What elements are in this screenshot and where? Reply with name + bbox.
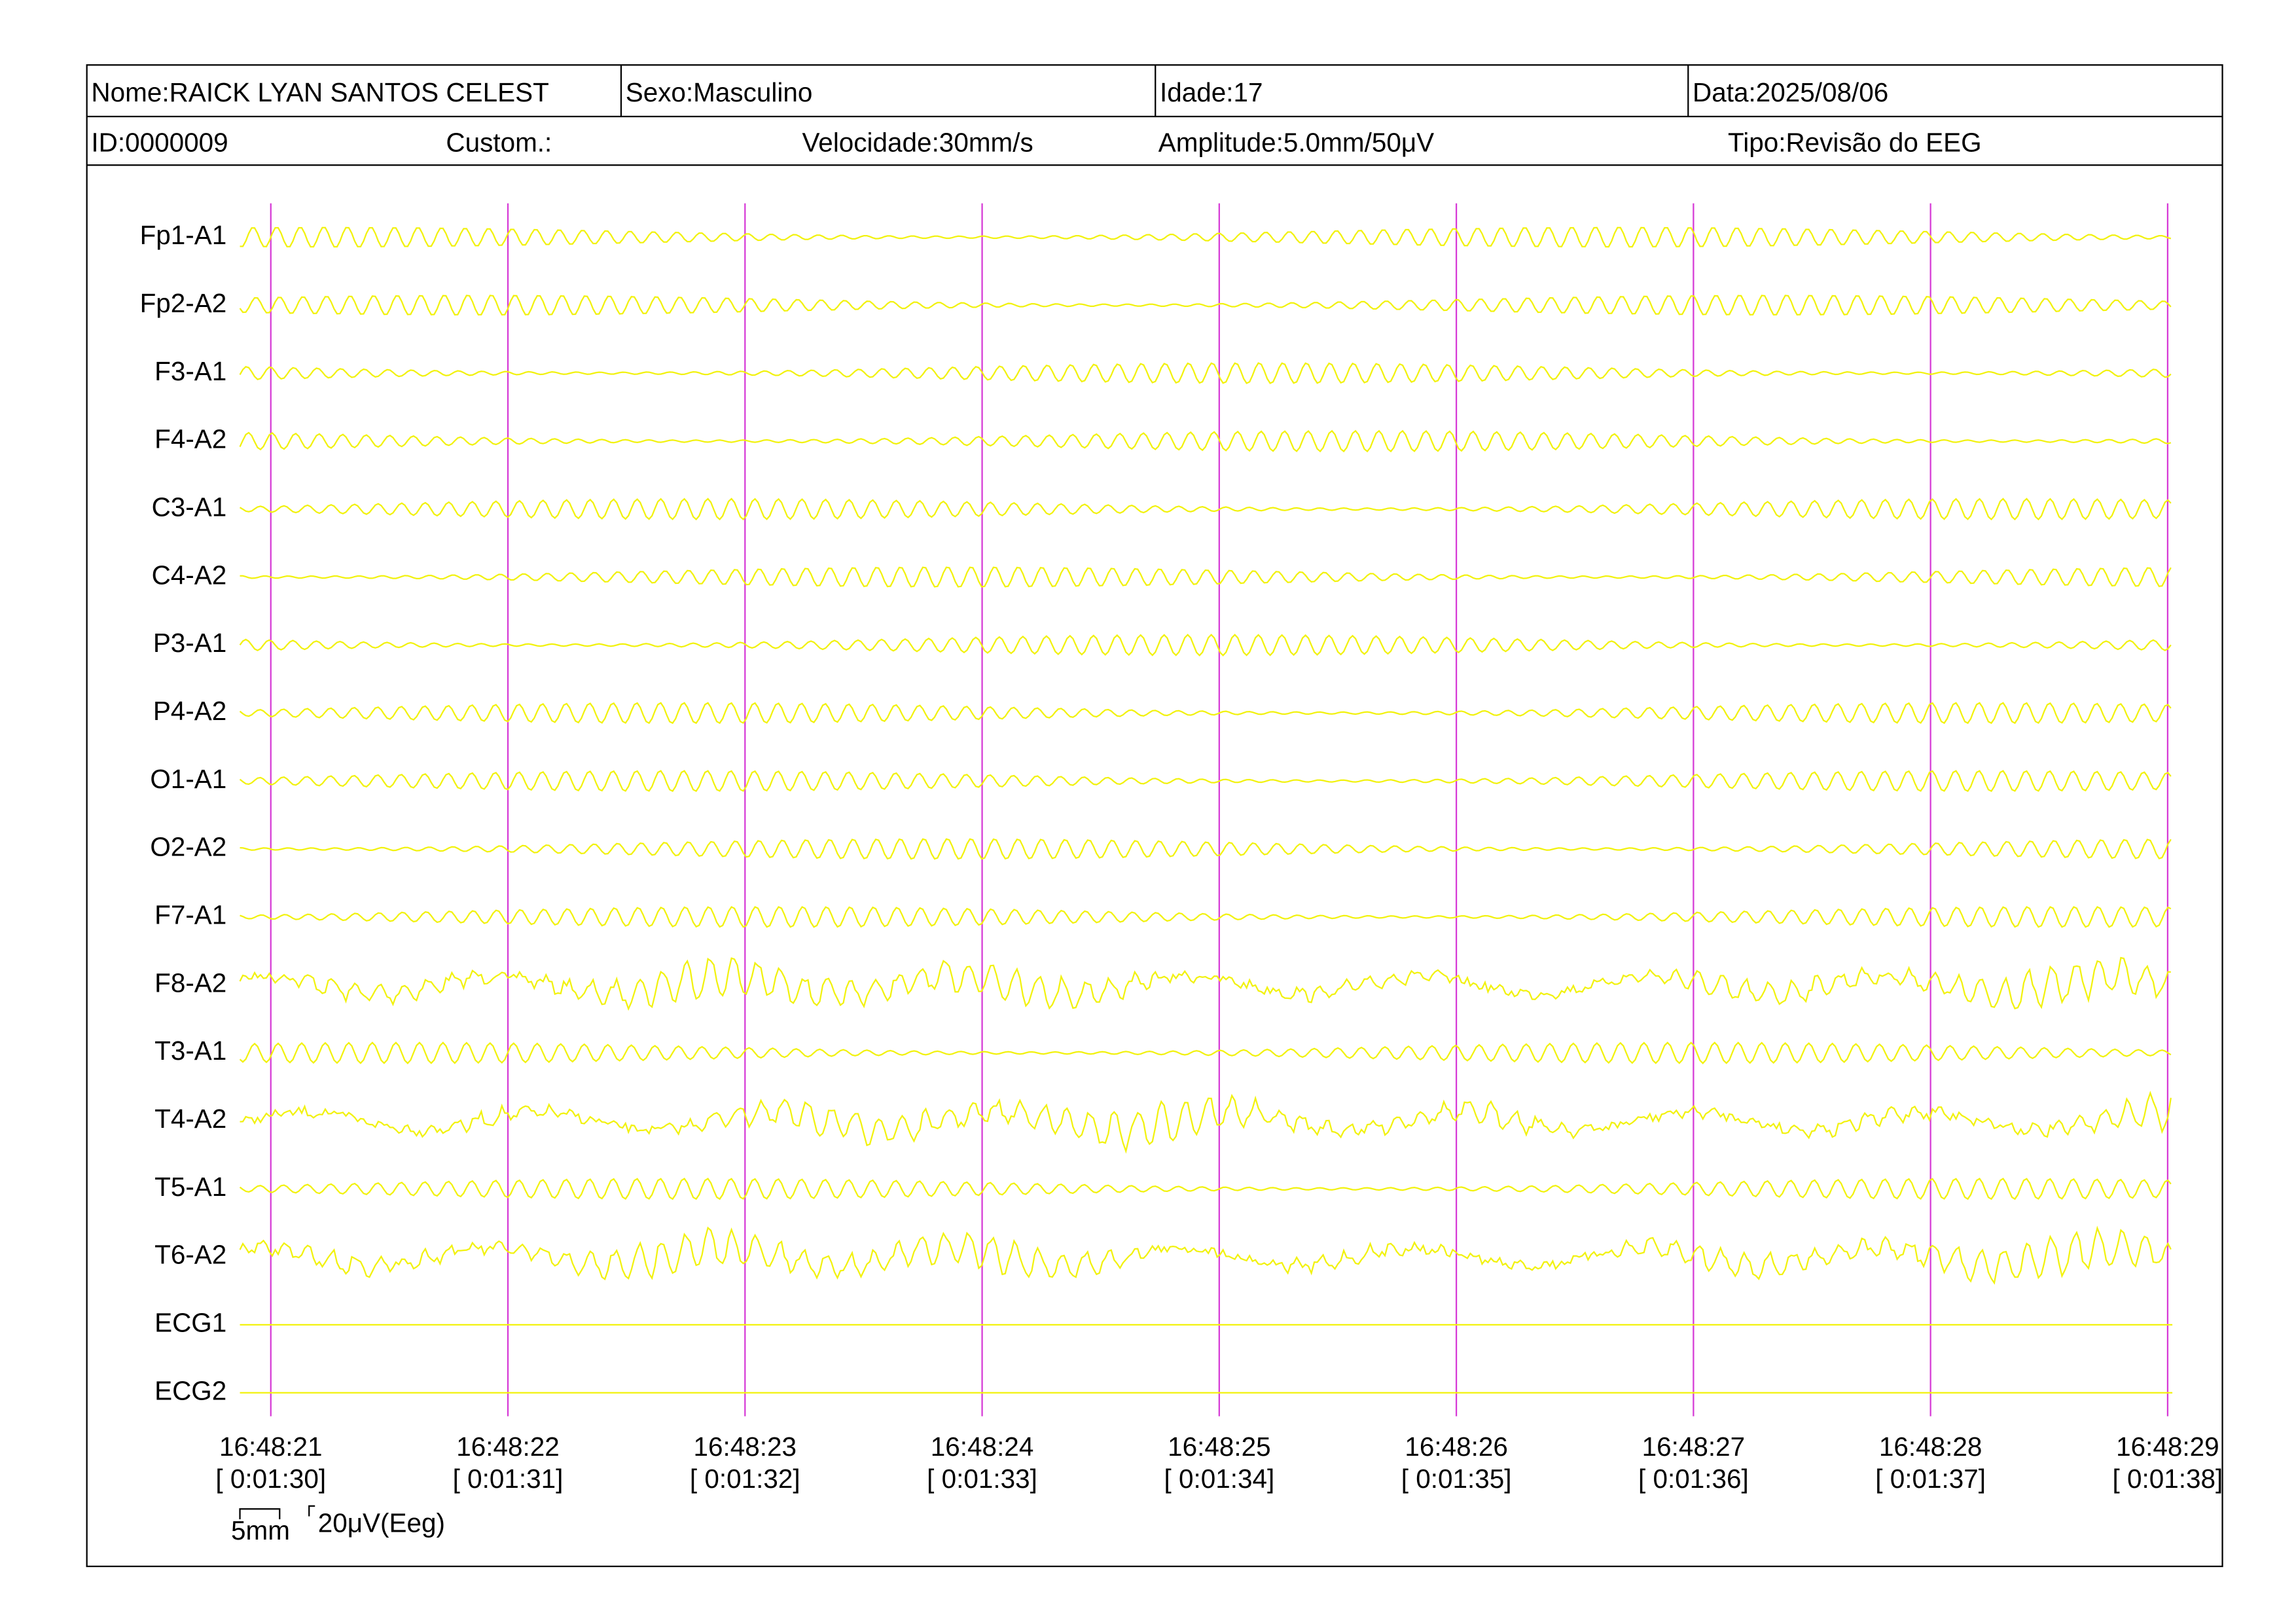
time-elapsed: [ 0:01:30]	[215, 1464, 326, 1494]
channel-label: C4-A2	[152, 560, 227, 590]
channel-label: ECG1	[154, 1308, 226, 1338]
time-clock: 16:48:28	[1879, 1432, 1982, 1462]
eeg-trace	[239, 362, 2172, 384]
time-scale: 5mm	[231, 1515, 290, 1545]
eeg-trace	[240, 566, 2172, 588]
time-elapsed: [ 0:01:32]	[690, 1464, 800, 1494]
eeg-trace	[240, 226, 2172, 248]
eeg-trace	[240, 1091, 2172, 1154]
time-elapsed: [ 0:01:36]	[1638, 1464, 1749, 1494]
time-clock: 16:48:21	[219, 1432, 323, 1462]
exam-date: Data:2025/08/06	[1693, 77, 1888, 107]
channel-label: F7-A1	[154, 900, 226, 930]
eeg-trace	[239, 1225, 2172, 1285]
frame	[86, 64, 2223, 1568]
channel-label: T6-A2	[154, 1240, 226, 1270]
time-elapsed: [ 0:01:31]	[453, 1464, 564, 1494]
channel-label: T5-A1	[154, 1172, 226, 1202]
exam-type: Tipo:Revisão do EEG	[1728, 127, 1982, 157]
amplitude: Amplitude:5.0mm/50μV	[1158, 127, 1434, 157]
channel-label: ECG2	[154, 1375, 226, 1405]
eeg-trace	[239, 1178, 2172, 1200]
patient-name: Nome:RAICK LYAN SANTOS CELEST	[91, 77, 548, 107]
channel-label: O2-A2	[150, 832, 226, 862]
time-elapsed: [ 0:01:35]	[1401, 1464, 1512, 1494]
eeg-trace	[240, 906, 2172, 928]
channel-label: T3-A1	[154, 1036, 226, 1066]
speed: Velocidade:30mm/s	[802, 127, 1033, 157]
time-elapsed: [ 0:01:33]	[927, 1464, 1037, 1494]
channel-label: P3-A1	[153, 628, 226, 658]
eeg-trace	[240, 838, 2172, 860]
channel-label: C3-A1	[152, 492, 227, 522]
eeg-trace	[239, 702, 2172, 725]
eeg-trace	[239, 1041, 2172, 1064]
channel-label: Fp2-A2	[140, 288, 227, 318]
time-clock: 16:48:23	[694, 1432, 797, 1462]
time-clock: 16:48:22	[456, 1432, 560, 1462]
channel-label: F4-A2	[154, 424, 226, 454]
amp-scale-bar	[308, 1505, 315, 1517]
channel-label: T4-A2	[154, 1104, 226, 1134]
patient-age: Idade:17	[1160, 77, 1263, 107]
channel-label: P4-A2	[153, 696, 226, 726]
eeg-trace	[239, 429, 2172, 453]
time-clock: 16:48:26	[1405, 1432, 1508, 1462]
channel-label: Fp1-A1	[140, 220, 227, 250]
time-clock: 16:48:25	[1168, 1432, 1271, 1462]
eeg-trace	[239, 295, 2172, 316]
time-elapsed: [ 0:01:34]	[1164, 1464, 1274, 1494]
amp-scale: 20μV(Eeg)	[318, 1508, 445, 1538]
time-scale-bar	[239, 1508, 281, 1520]
time-clock: 16:48:27	[1642, 1432, 1746, 1462]
channel-label: F3-A1	[154, 356, 226, 386]
eeg-trace	[239, 770, 2172, 793]
time-clock: 16:48:29	[2116, 1432, 2219, 1462]
custom: Custom.:	[446, 127, 552, 157]
time-elapsed: [ 0:01:37]	[1875, 1464, 1986, 1494]
time-clock: 16:48:24	[931, 1432, 1034, 1462]
eeg-trace	[239, 956, 2171, 1011]
channel-label: O1-A1	[150, 764, 226, 794]
time-elapsed: [ 0:01:38]	[2113, 1464, 2223, 1494]
patient-sex: Sexo:Masculino	[626, 77, 813, 107]
channel-label: F8-A2	[154, 967, 226, 998]
patient-id: ID:0000009	[91, 127, 228, 157]
eeg-trace	[239, 497, 2172, 521]
eeg-trace	[239, 634, 2172, 657]
